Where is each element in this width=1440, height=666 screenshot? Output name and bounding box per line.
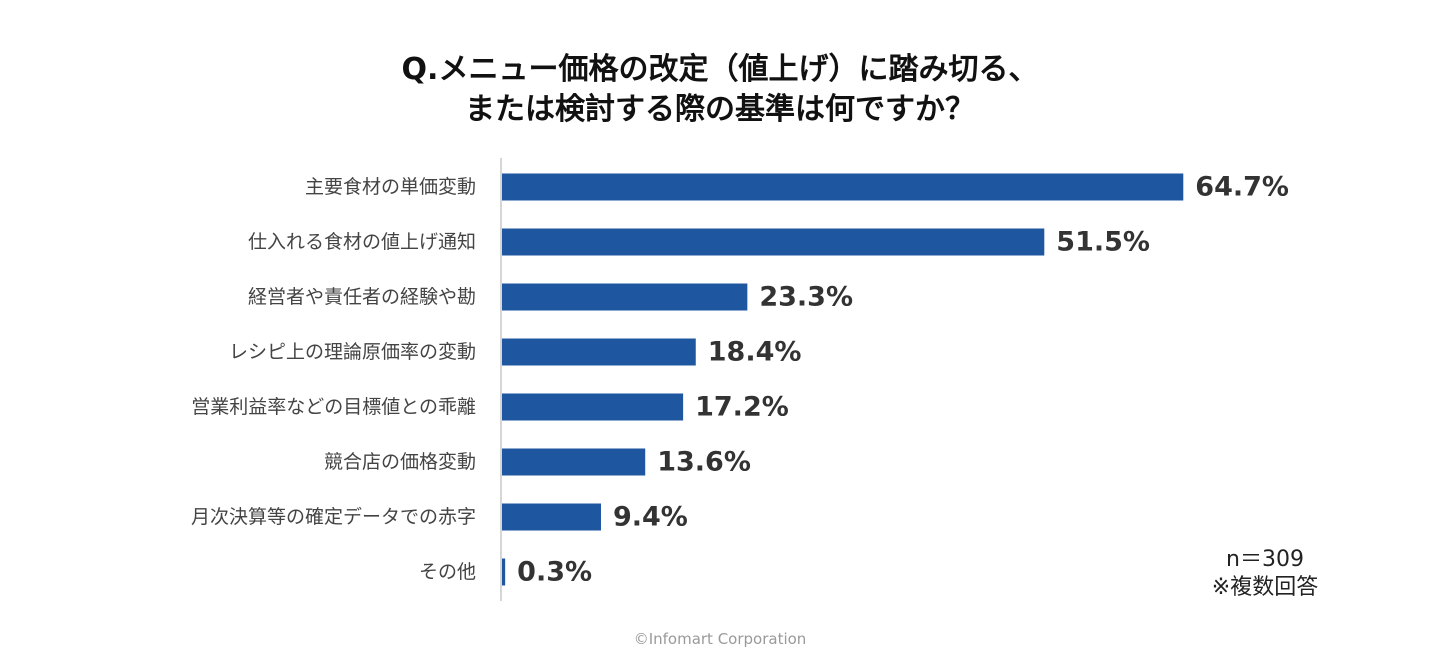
multiple-answer-note: ※複数回答 — [1211, 575, 1319, 600]
value-label: 23.3% — [759, 282, 853, 313]
value-label: 13.6% — [657, 447, 751, 478]
value-label: 0.3% — [517, 557, 592, 588]
category-label: レシピ上の理論原価率の変動 — [229, 341, 476, 363]
value-label: 51.5% — [1056, 227, 1150, 258]
bar — [502, 283, 748, 311]
chart-title: Q.メニュー価格の改定（値上げ）に踏み切る、 — [401, 52, 1039, 87]
category-label: その他 — [419, 561, 476, 583]
bar — [502, 228, 1045, 256]
bar — [502, 173, 1184, 201]
chart-subtitle: または検討する際の基準は何ですか？ — [465, 92, 975, 127]
value-label: 9.4% — [613, 502, 688, 533]
category-label: 月次決算等の確定データでの赤字 — [191, 506, 476, 528]
category-label: 仕入れる食材の値上げ通知 — [248, 231, 476, 253]
bar — [502, 558, 506, 586]
bar — [502, 338, 696, 366]
category-label: 競合店の価格変動 — [324, 451, 476, 473]
category-label: 営業利益率などの目標値との乖離 — [191, 396, 476, 418]
bar — [502, 393, 684, 421]
category-label: 主要食材の単価変動 — [305, 176, 476, 198]
category-label: 経営者や責任者の経験や勘 — [248, 286, 476, 308]
sample-note: n＝309 ※複数回答 — [1190, 546, 1340, 602]
sample-size: n＝309 — [1226, 547, 1304, 572]
value-label: 64.7% — [1195, 172, 1289, 203]
copyright: ©Infomart Corporation — [633, 630, 807, 648]
bar — [502, 448, 646, 476]
bar — [502, 503, 601, 531]
chart-title-block: Q.メニュー価格の改定（値上げ）に踏み切る、 または検討する際の基準は何ですか？ — [0, 50, 1440, 130]
value-label: 18.4% — [708, 337, 802, 368]
value-label: 17.2% — [695, 392, 789, 423]
